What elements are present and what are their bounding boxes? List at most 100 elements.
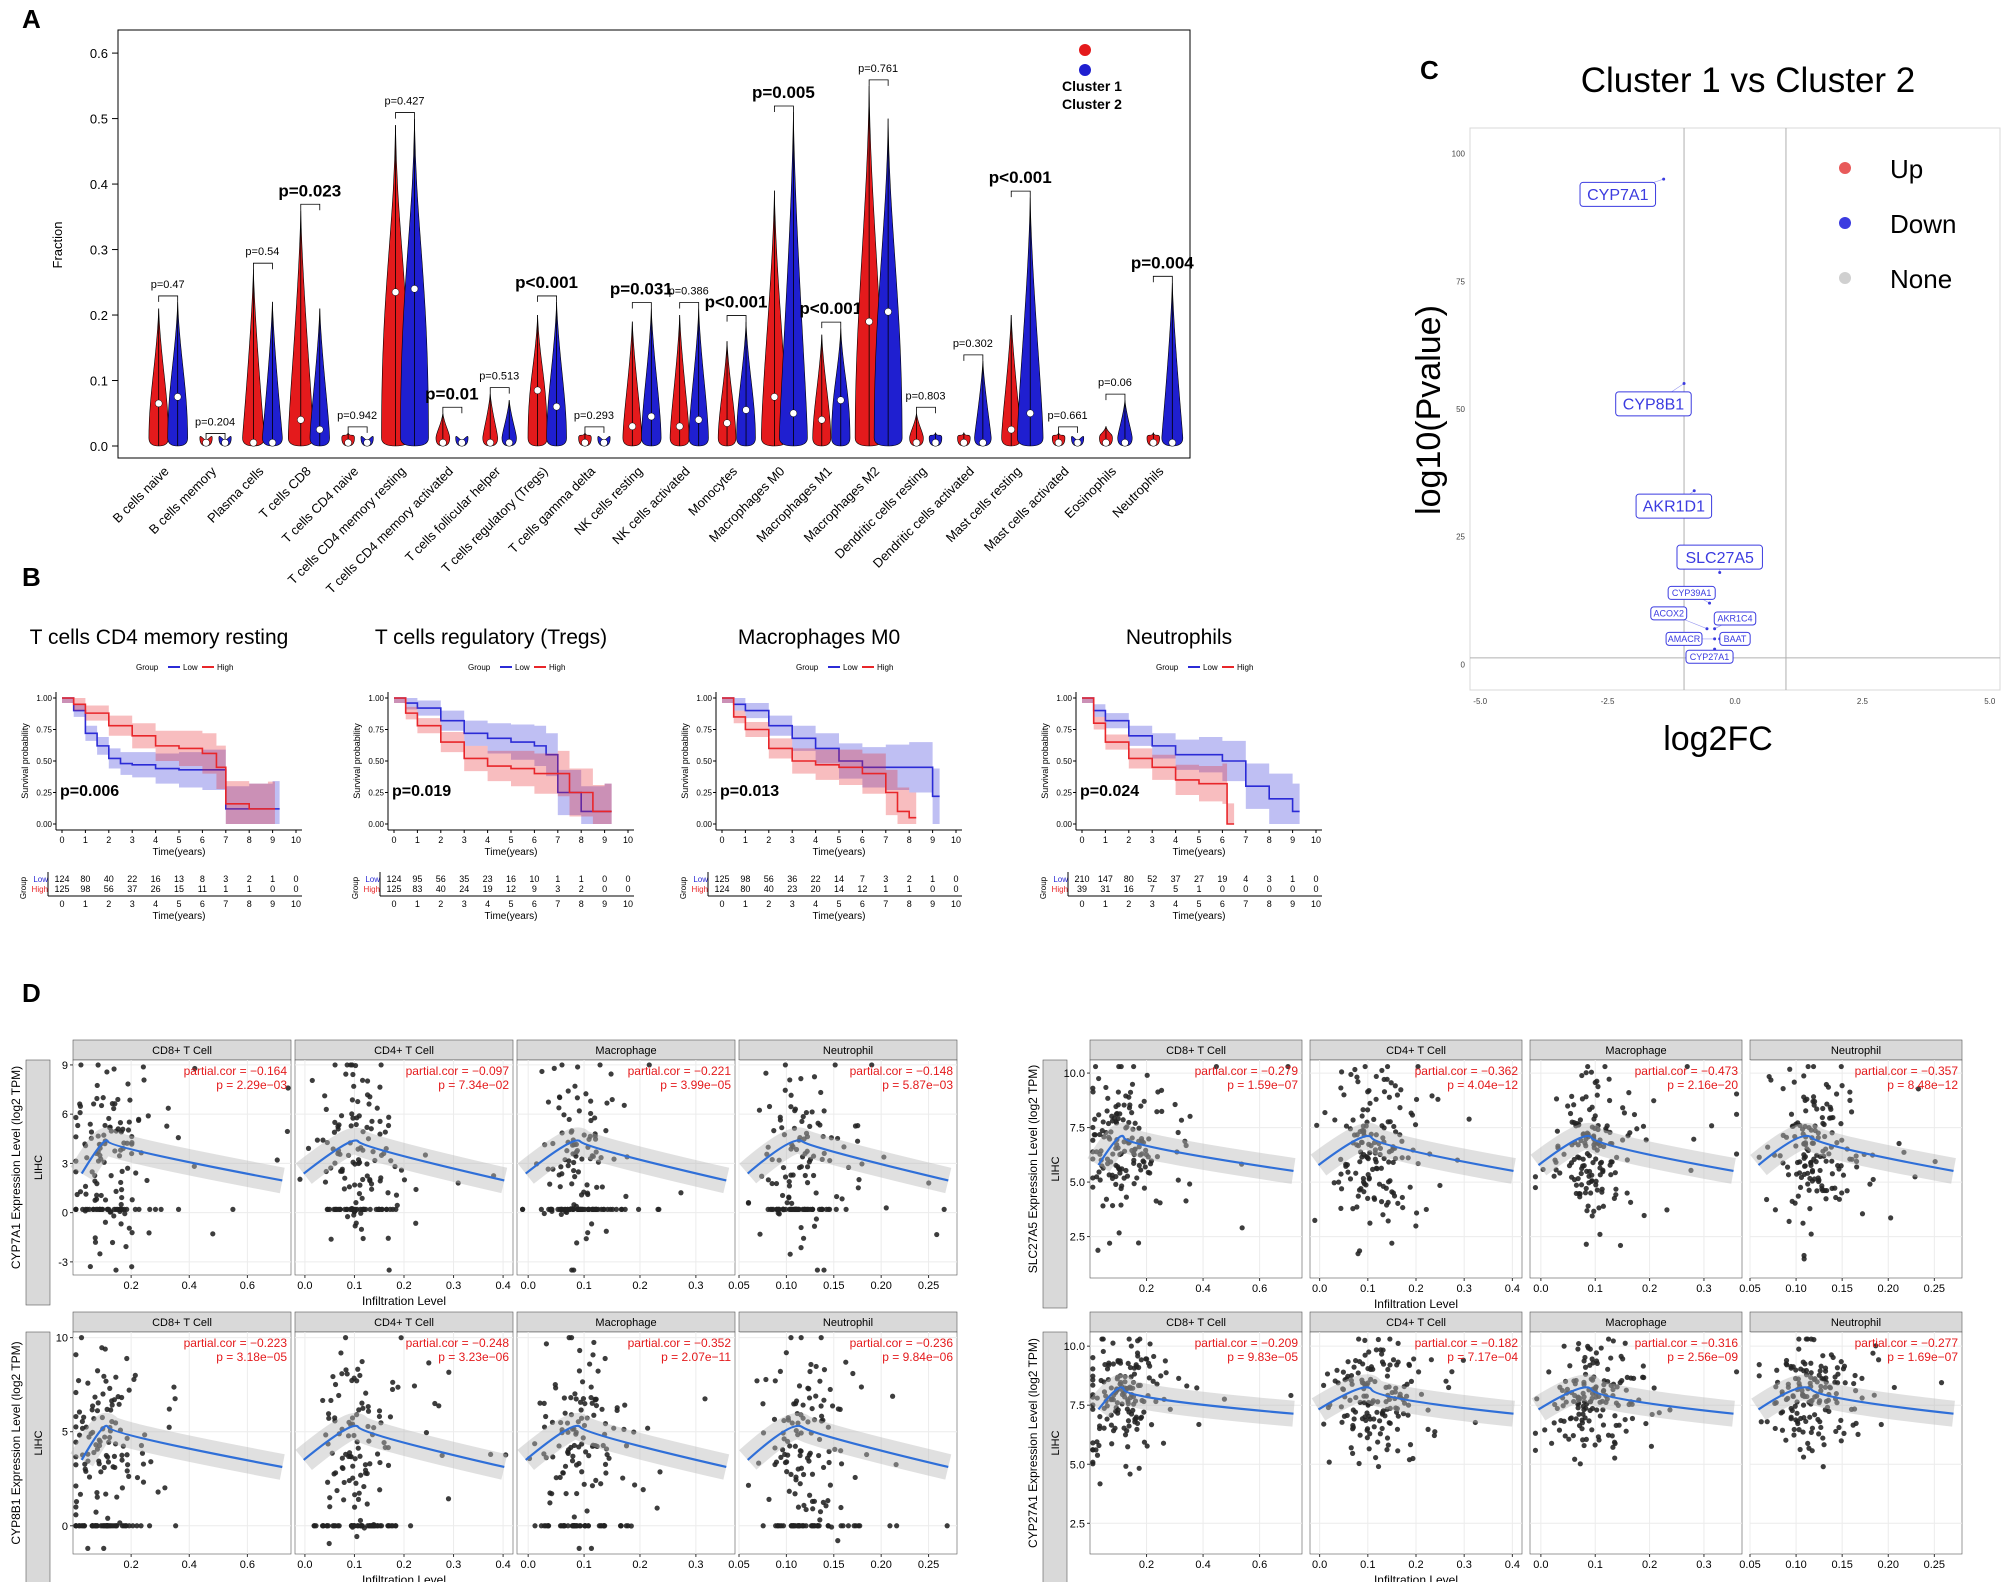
- scatter-point: [111, 1066, 117, 1072]
- risk-x-tick-label: 4: [153, 899, 158, 909]
- scatter-point: [73, 1439, 79, 1445]
- scatter-point: [1766, 1073, 1772, 1080]
- scatter-point: [360, 1405, 366, 1411]
- scatter-point: [1561, 1343, 1567, 1349]
- cell-type-strip-label: Neutrophil: [823, 1045, 873, 1057]
- scatter-point: [336, 1523, 342, 1529]
- scatter-point: [1347, 1176, 1354, 1182]
- scatter-point: [138, 1523, 144, 1529]
- risk-low-label: Low: [693, 875, 708, 884]
- risk-x-tick-label: 3: [130, 899, 135, 909]
- scatter-point: [1859, 1211, 1866, 1217]
- scatter-point: [1348, 1071, 1354, 1078]
- risk-low-count: 13: [174, 874, 184, 884]
- scatter-point: [745, 1200, 752, 1206]
- scatter-point: [356, 1113, 362, 1119]
- km-legend-high-label: High: [877, 663, 893, 672]
- scatter-point: [118, 1206, 124, 1212]
- km-x-tick-label: 9: [1290, 835, 1295, 845]
- scatter-point: [1312, 1217, 1318, 1223]
- x-tick-label: 0.25: [1924, 1283, 1945, 1295]
- risk-x-tick-label: 6: [532, 899, 537, 909]
- scatter-point: [1322, 1109, 1328, 1116]
- p-value-label: p<0.001: [515, 273, 578, 292]
- scatter-point: [97, 1251, 103, 1257]
- scatter-point: [323, 1168, 329, 1175]
- scatter-point: [550, 1140, 556, 1147]
- scatter-point: [611, 1425, 617, 1431]
- scatter-point: [325, 1206, 331, 1212]
- scatter-point: [358, 1226, 365, 1232]
- scatter-point: [786, 1183, 793, 1189]
- scatter-point: [582, 1400, 588, 1407]
- risk-low-count: 3: [883, 874, 888, 884]
- scatter-point: [828, 1135, 835, 1141]
- x-tick-label: 0.1: [347, 1559, 362, 1571]
- scatter-point: [1691, 1136, 1697, 1142]
- scatter-point: [1795, 1193, 1801, 1199]
- risk-x-tick-label: 3: [462, 899, 467, 909]
- scatter-point: [332, 1470, 339, 1476]
- risk-low-count: 0: [602, 874, 607, 884]
- smooth-curve: [1097, 1134, 1294, 1173]
- scatter-point: [1101, 1389, 1108, 1395]
- km-pvalue: p=0.006: [60, 783, 119, 800]
- km-y-tick-label: 0.25: [368, 789, 384, 798]
- risk-low-count: 124: [386, 874, 401, 884]
- risk-low-count: 2: [247, 874, 252, 884]
- scatter-point: [1601, 1382, 1607, 1388]
- scatter-point: [108, 1407, 114, 1413]
- scatter-point: [1105, 1120, 1112, 1127]
- y-tick-label: 10.0: [1064, 1341, 1085, 1353]
- scatter-point: [1379, 1425, 1385, 1432]
- scatter-point: [339, 1455, 345, 1461]
- scatter-point: [1593, 1350, 1599, 1356]
- scatter-point: [538, 1206, 544, 1212]
- scatter-point: [1365, 1089, 1371, 1095]
- km-high-curve: [722, 697, 917, 819]
- scatter-point: [1384, 1373, 1391, 1379]
- scatter-point: [781, 1417, 787, 1424]
- y-tick-label: 6: [62, 1109, 68, 1121]
- scatter-point: [1387, 1362, 1393, 1368]
- scatter-point: [1332, 1117, 1338, 1123]
- risk-low-label: Low: [365, 875, 380, 884]
- x-tick-label: 0.0: [297, 1559, 312, 1571]
- risk-low-count: 19: [1217, 874, 1227, 884]
- scatter-point: [566, 1335, 572, 1341]
- scatter-point: [73, 1134, 79, 1140]
- scatter-point: [1343, 1123, 1350, 1129]
- scatter-point: [1090, 1382, 1096, 1388]
- scatter-point: [1816, 1400, 1822, 1406]
- scatter-point: [1567, 1363, 1573, 1369]
- scatter-point: [1901, 1149, 1907, 1155]
- scatter-point: [1595, 1084, 1601, 1090]
- scatter-point: [1128, 1343, 1134, 1349]
- scatter-point: [1576, 1400, 1582, 1406]
- scatter-point: [1612, 1455, 1618, 1461]
- scatter-point: [1932, 1158, 1938, 1165]
- scatter-point: [339, 1371, 345, 1377]
- risk-low-count: 37: [1171, 874, 1181, 884]
- scatter-point: [423, 1430, 430, 1436]
- scatter-point: [818, 1413, 825, 1419]
- scatter-point: [1138, 1103, 1144, 1109]
- scatter-point: [328, 1397, 334, 1404]
- scatter-point: [99, 1414, 105, 1421]
- risk-low-count: 1: [270, 874, 275, 884]
- scatter-point: [814, 1267, 821, 1273]
- scatter-point: [1134, 1426, 1140, 1432]
- risk-x-tick-label: 2: [1126, 899, 1131, 909]
- scatter-point: [365, 1423, 371, 1430]
- legend-label-none: None: [1890, 264, 1952, 294]
- scatter-point: [577, 1347, 583, 1354]
- scatter-point: [575, 1419, 581, 1425]
- scatter-point: [91, 1101, 97, 1107]
- scatter-point: [1090, 1377, 1096, 1383]
- scatter-point: [1599, 1189, 1605, 1195]
- scatter-point: [621, 1426, 627, 1432]
- smooth-curve: [80, 1139, 283, 1182]
- scatter-point: [1540, 1166, 1546, 1173]
- scatter-point: [1338, 1205, 1344, 1211]
